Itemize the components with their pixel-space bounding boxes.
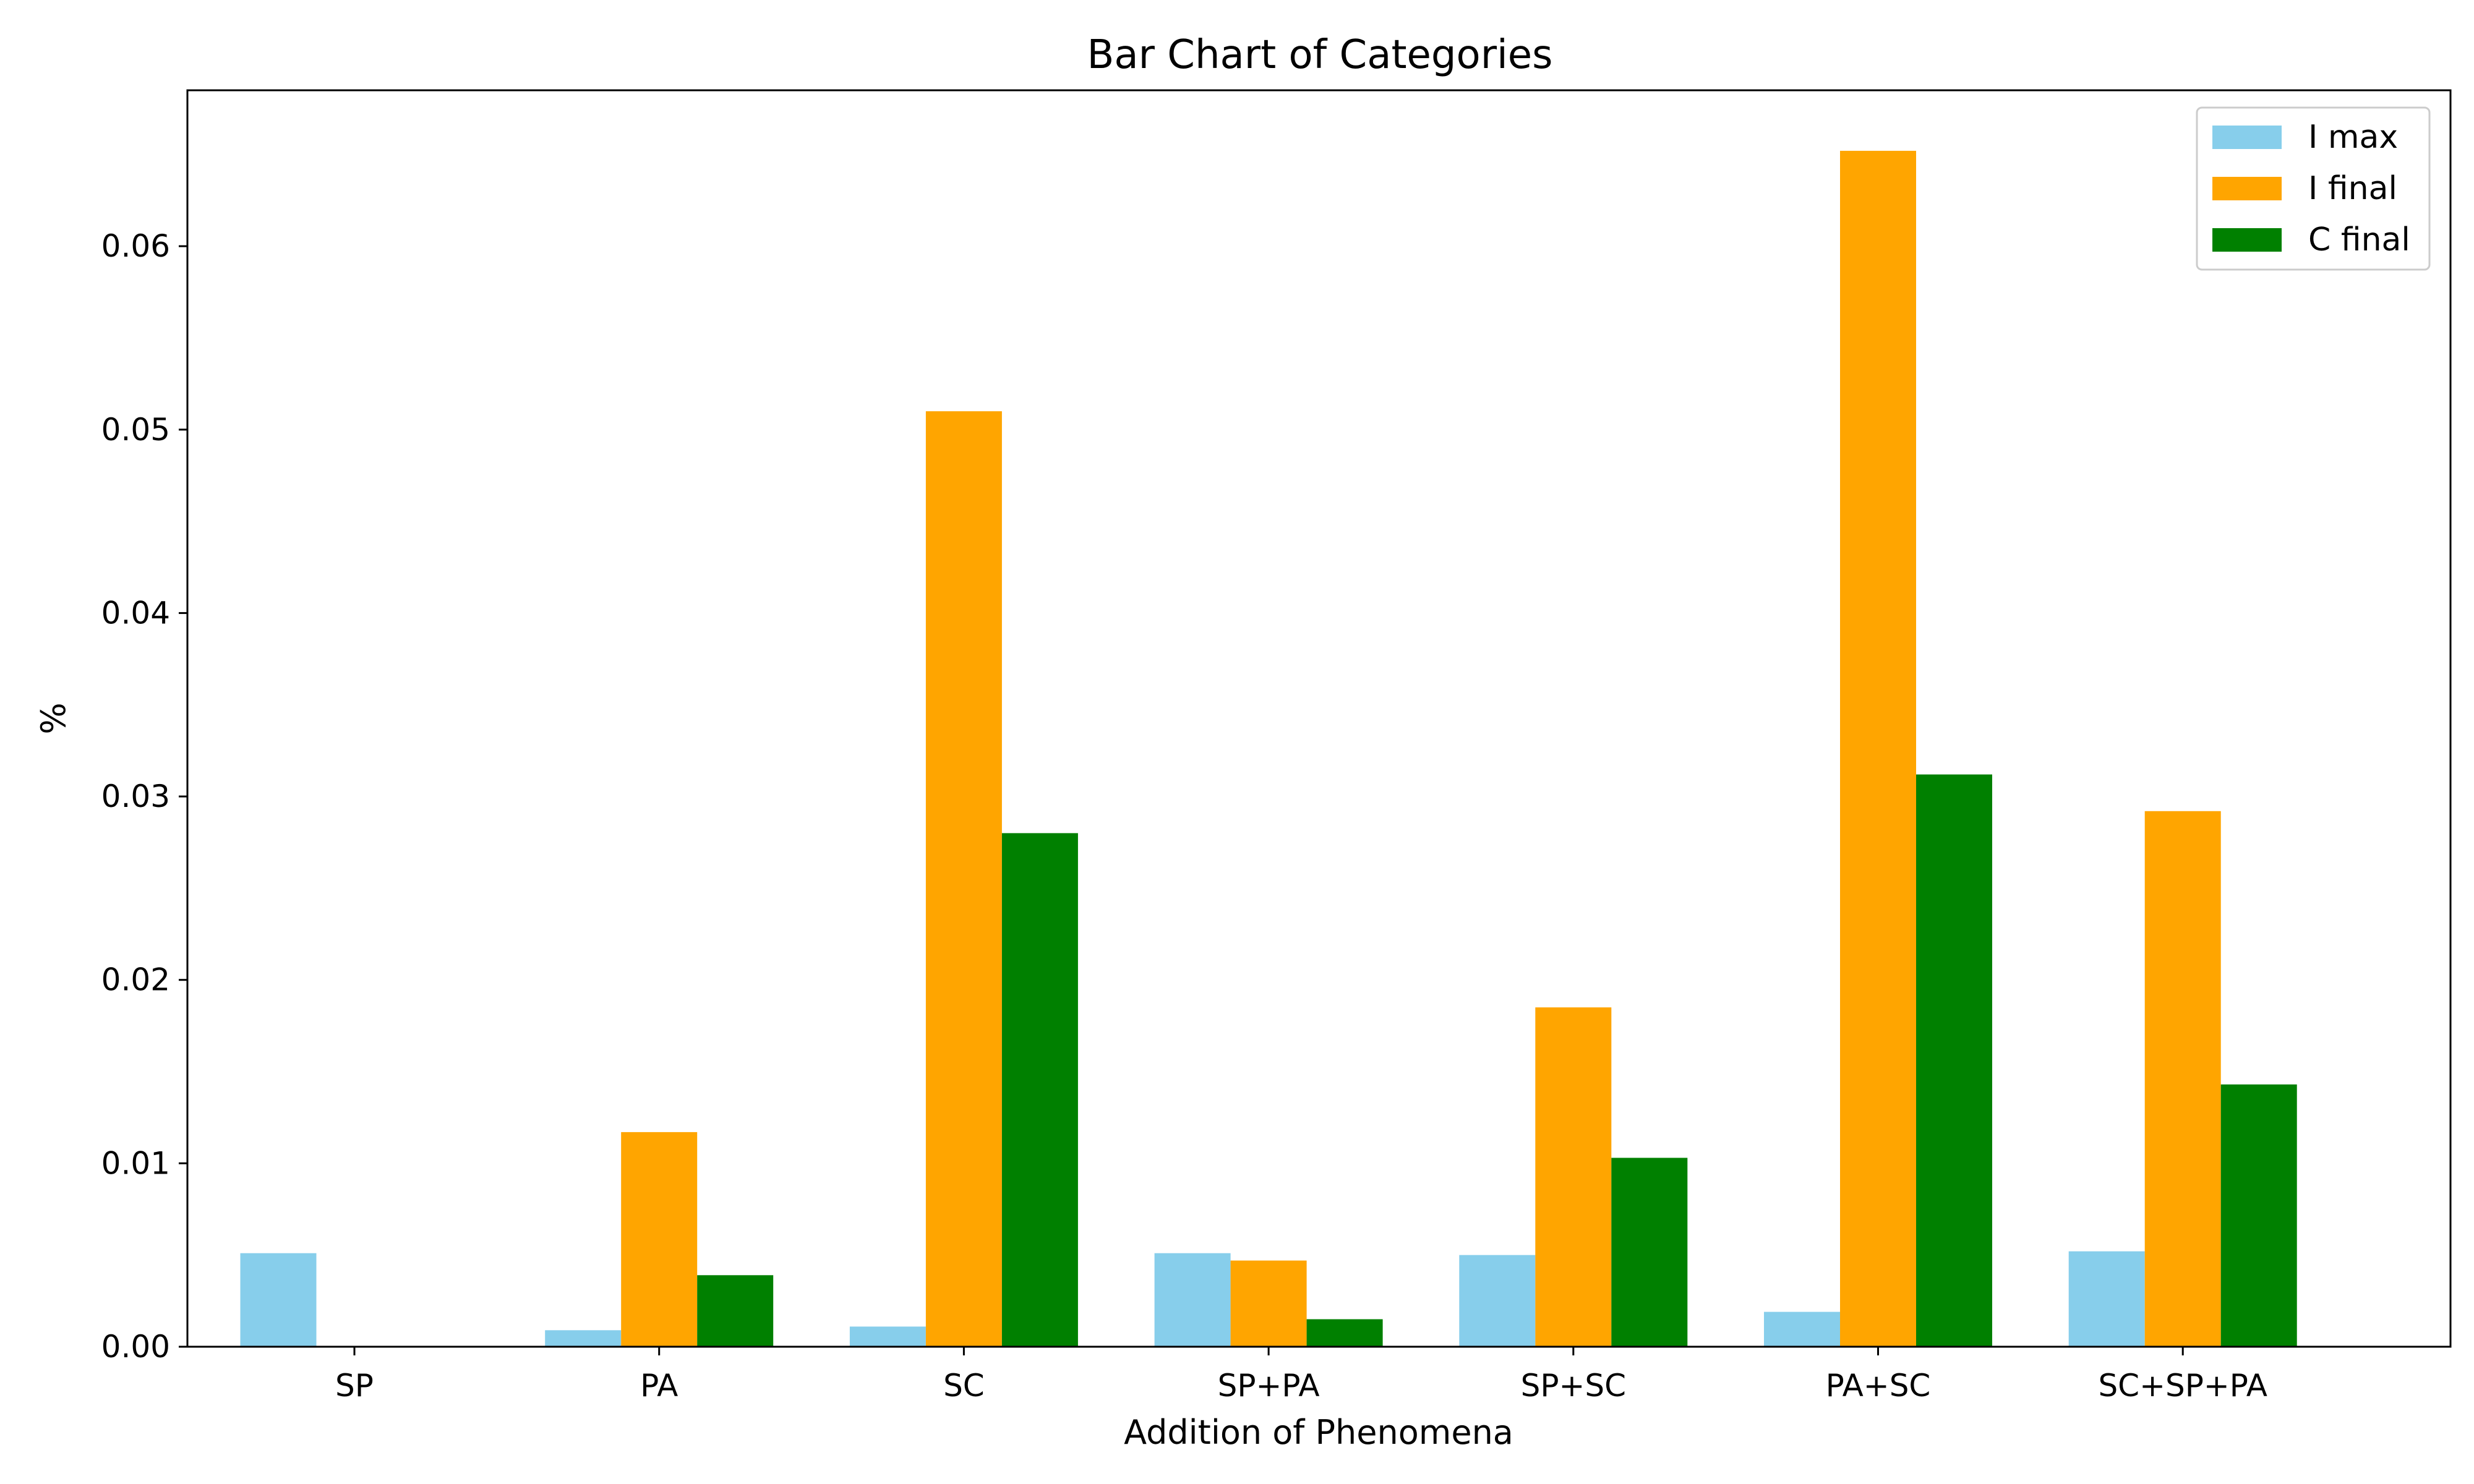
bar-i-max-sp-sc [1459,1255,1536,1347]
x-tick-label: SC+SP+PA [2098,1368,2267,1404]
bar-c-final-sp-sc [1611,1158,1688,1347]
y-axis-label: % [34,702,73,734]
x-tick-label: SP+PA [1218,1368,1320,1404]
y-tick-label: 0.06 [101,228,170,264]
bar-i-final-pa-sc [1840,150,1916,1347]
bar-i-final-sc [925,411,1002,1347]
x-tick-label: PA [640,1368,678,1404]
bar-c-final-pa [697,1275,774,1347]
y-tick-label: 0.01 [101,1145,170,1181]
bar-i-final-sc-sp-pa [2144,811,2221,1347]
bar-i-final-sp-pa [1230,1260,1307,1347]
bar-i-max-sc-sp-pa [2068,1251,2145,1347]
x-tick-label: SC [943,1368,985,1404]
legend-label-c-final: C final [2308,221,2410,258]
y-axis-ticks: 0.00 0.01 0.02 0.03 0.04 0.05 0.06 [101,228,187,1365]
plot-frame [186,89,2452,1348]
legend-label-i-final: I final [2308,170,2397,207]
bar-i-max-sc [849,1326,926,1347]
bar-i-final-sp-sc [1535,1007,1612,1347]
bar-c-final-sp-pa [1306,1319,1383,1347]
x-tick-label: PA+SC [1826,1368,1931,1404]
bar-i-max-pa-sc [1764,1311,1840,1347]
x-axis-ticks: SP PA SC SP+PA SP+SC PA+SC SC+SP+PA [335,1347,2267,1404]
legend-swatch-i-final [2212,177,2282,200]
y-tick-label: 0.05 [101,412,170,448]
legend-swatch-i-max [2212,126,2282,149]
bar-i-max-sp [240,1253,317,1347]
chart-title: Bar Chart of Categories [1087,32,1553,78]
x-tick-label: SP [335,1368,374,1404]
x-tick-label: SP+SC [1521,1368,1626,1404]
x-axis-label: Addition of Phenomena [1124,1413,1513,1452]
y-tick-label: 0.00 [101,1329,170,1365]
bar-c-final-pa-sc [1916,774,1992,1347]
legend: I max I final C final [2196,106,2431,271]
bars-group [240,150,2297,1347]
legend-swatch-c-final [2212,228,2282,252]
y-tick-label: 0.04 [101,595,170,631]
y-tick-label: 0.03 [101,778,170,814]
bar-i-max-pa [545,1330,622,1347]
y-tick-label: 0.02 [101,962,170,998]
bar-i-max-sp-pa [1154,1253,1231,1347]
legend-label-i-max: I max [2308,119,2398,156]
bar-c-final-sc [1001,833,1078,1347]
bar-c-final-sc-sp-pa [2220,1084,2297,1347]
bar-i-final-pa [621,1132,698,1347]
